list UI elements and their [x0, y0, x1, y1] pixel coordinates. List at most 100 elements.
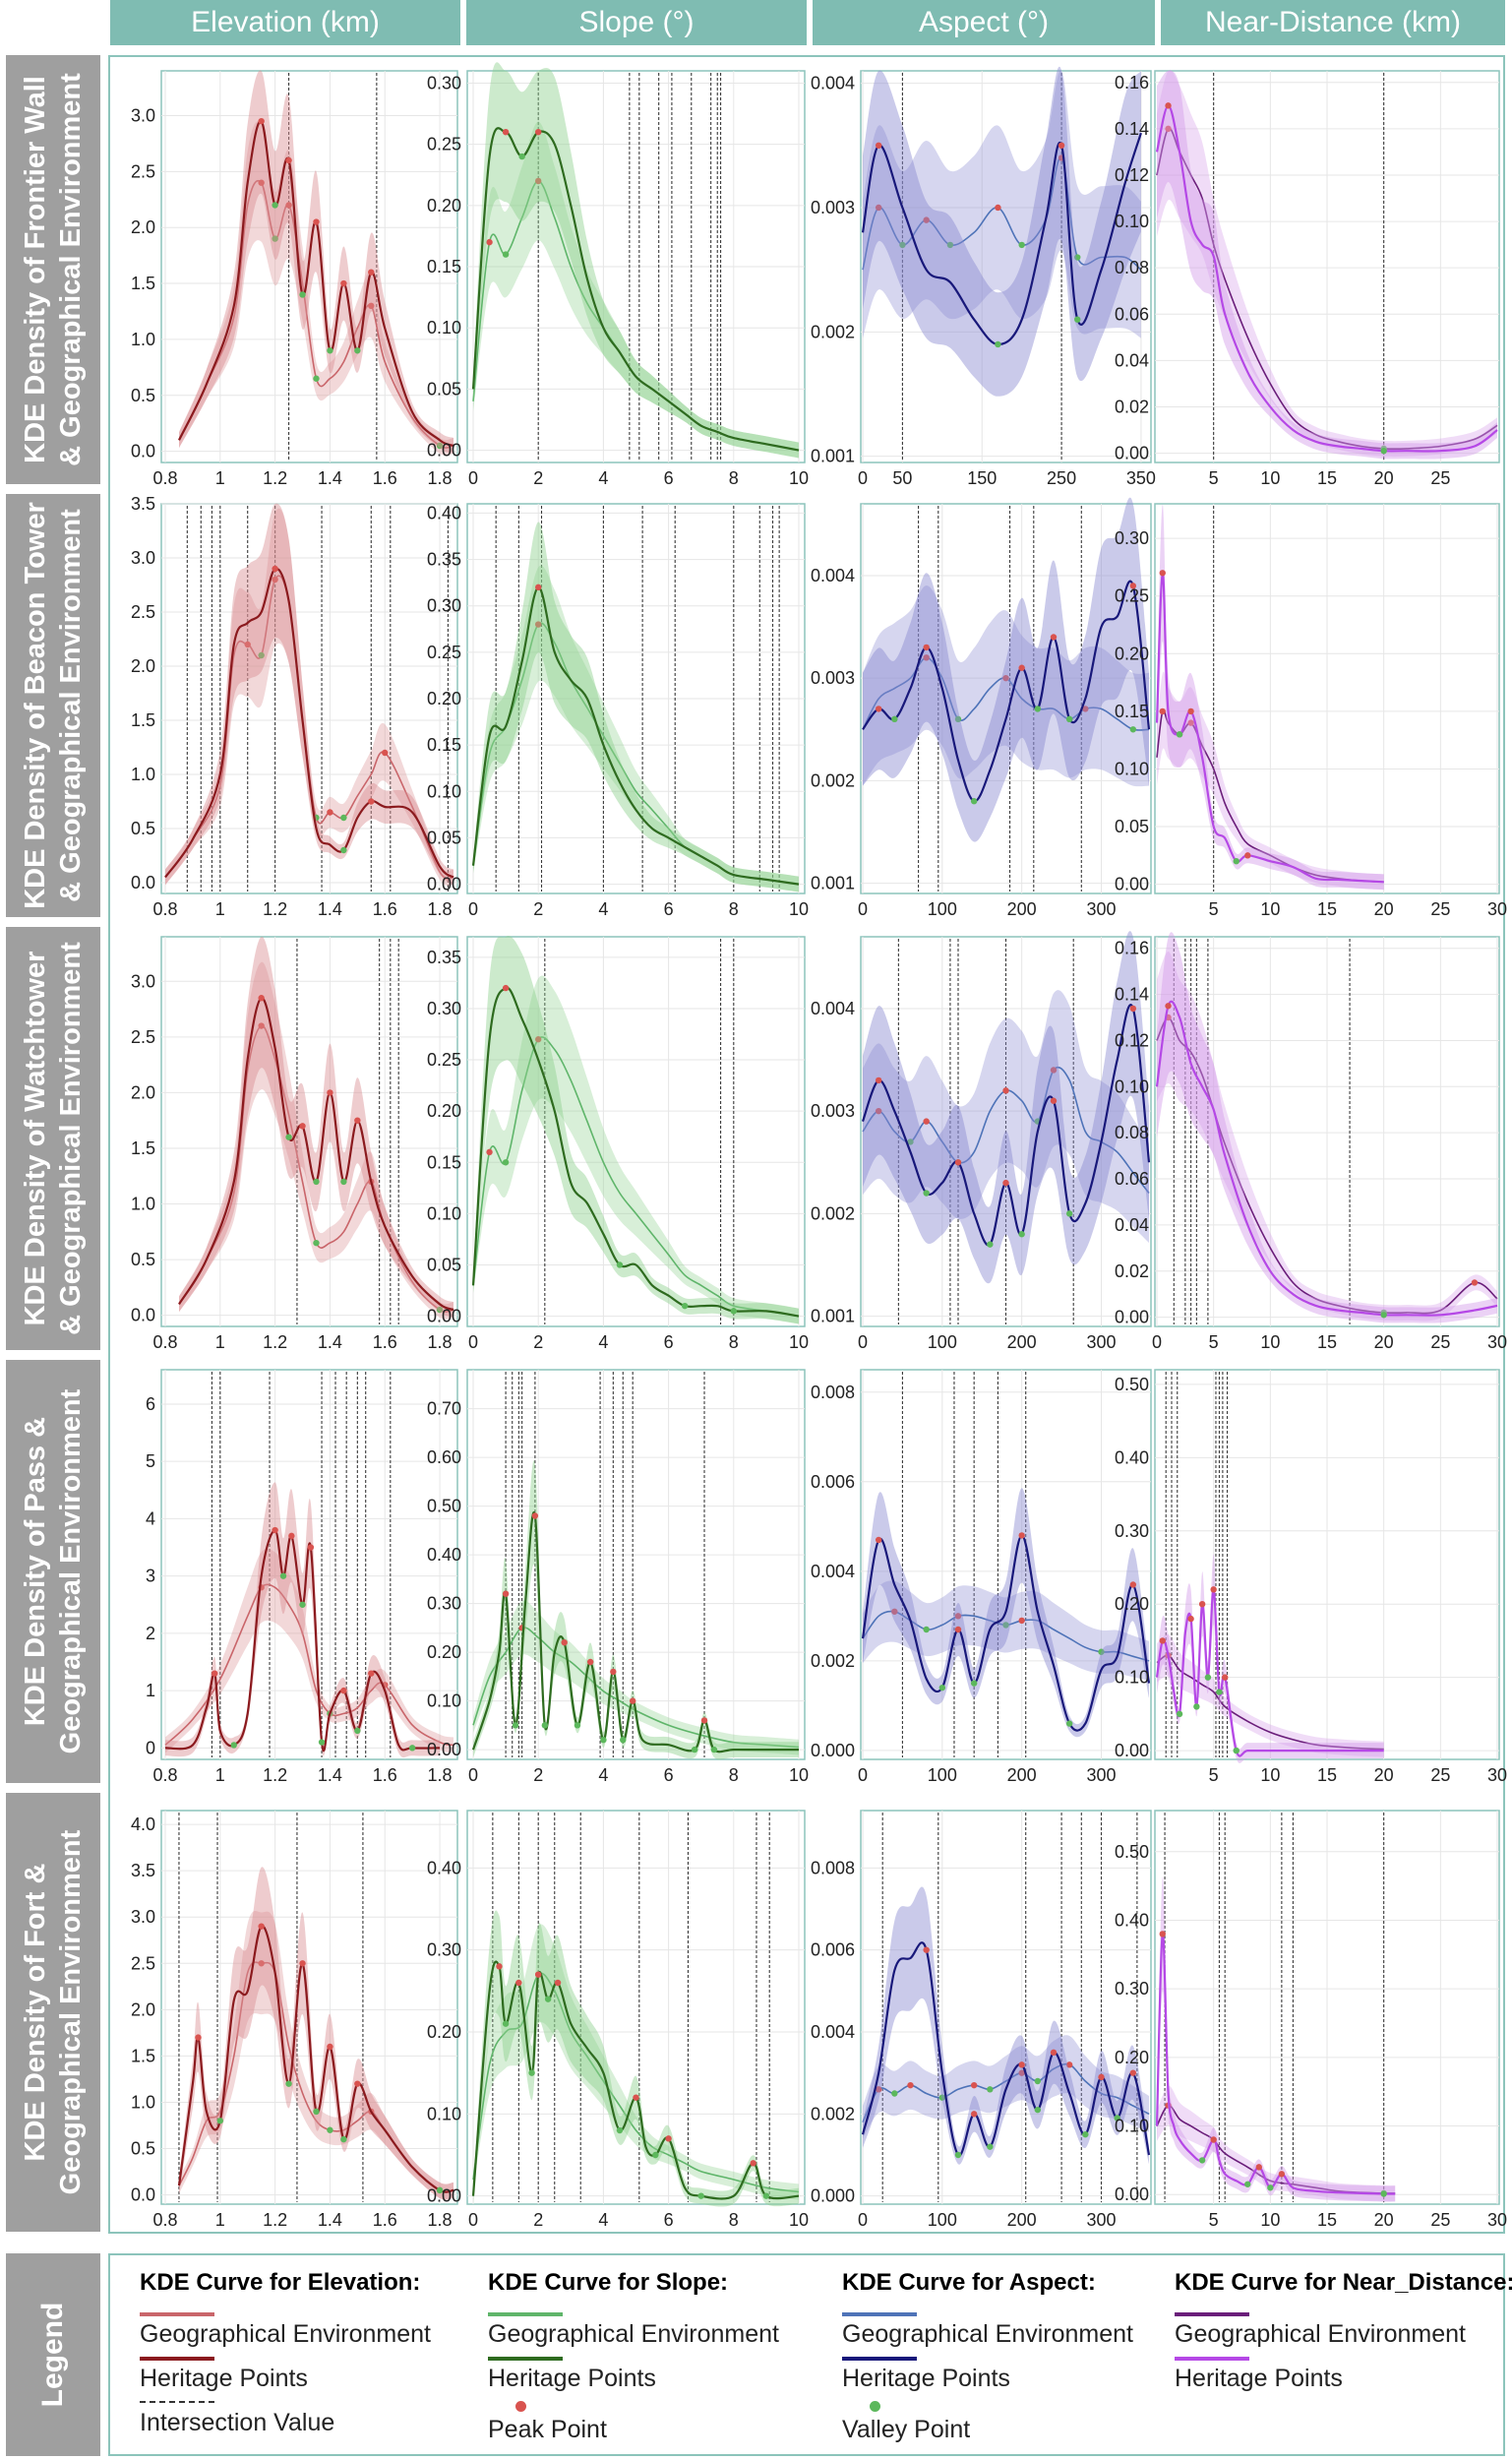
y-tick-label: 0.00 [427, 441, 461, 461]
y-tick-label: 0.20 [427, 2022, 461, 2042]
confidence-band-heritage [473, 522, 799, 892]
confidence-band-heritage [473, 62, 799, 459]
x-tick-label: 0 [858, 468, 868, 488]
y-tick-label: 0.30 [427, 596, 461, 616]
x-tick-label: 1.6 [373, 1765, 397, 1785]
x-tick-label: 50 [892, 468, 912, 488]
legend-side-label: Legend [6, 2253, 100, 2456]
peak-point [923, 1946, 930, 1953]
peak-point [1159, 1931, 1166, 1937]
peak-point [1198, 1600, 1206, 1608]
confidence-band-geo [473, 975, 799, 1324]
y-tick-label: 0.20 [1115, 644, 1149, 663]
peak-point [244, 641, 251, 648]
y-tick-label: 0.15 [1115, 702, 1149, 721]
y-tick-label: 0.00 [1115, 444, 1149, 463]
row-header-pass: KDE Density of Pass & Geographical Enviro… [6, 1360, 100, 1783]
peak-point [1210, 1586, 1217, 1593]
legend-label: Heritage Points [140, 2365, 308, 2392]
confidence-band-heritage [473, 936, 799, 1324]
x-tick-label: 300 [1086, 1765, 1116, 1785]
y-tick-label: 2.5 [131, 161, 155, 181]
confidence-band-heritage [165, 503, 454, 886]
y-tick-label: 1 [146, 1681, 155, 1700]
legend-label: Valley Point [842, 2416, 971, 2443]
valley-point [1176, 731, 1183, 738]
y-tick-label: 0.04 [1115, 1215, 1149, 1235]
y-tick-label: 0.30 [427, 1940, 461, 1960]
legend-label: Geographical Environment [488, 2320, 779, 2348]
legend-title-near-distance: KDE Curve for Near_Distance: [1175, 2269, 1512, 2296]
x-tick-label: 200 [1007, 1765, 1037, 1785]
x-tick-label: 1 [215, 2210, 225, 2230]
legend-item-slope-geo: Geographical Environment [488, 2312, 779, 2349]
peak-point [502, 984, 510, 992]
valley-point [697, 2192, 704, 2199]
y-tick-label: 0.003 [811, 198, 855, 217]
x-tick-label: 6 [664, 899, 674, 919]
legend-label: Geographical Environment [140, 2320, 431, 2348]
y-tick-label: 0.14 [1115, 119, 1149, 139]
confidence-band-geo [179, 961, 454, 1321]
chart-ps-elev: 0.8 1 1.2 1.4 1.6 1.8 0 1 2 3 4 5 6 [146, 1369, 458, 1785]
x-tick-label: 0.8 [152, 1332, 177, 1352]
valley-point [318, 1739, 326, 1746]
row-header-watchtower: KDE Density of Watchtower & Geographical … [6, 927, 100, 1350]
y-tick-label: 0.25 [1115, 586, 1149, 606]
column-header-near-distance: Near-Distance (km) [1161, 0, 1505, 45]
peak-point [258, 179, 265, 186]
peak-point [195, 2034, 202, 2041]
x-tick-label: 0 [468, 468, 478, 488]
peak-point [1129, 583, 1137, 589]
x-tick-label: 0 [468, 2210, 478, 2230]
chart-bt-slope: 0 2 4 6 8 10 0.00 0.05 0.10 0.15 0.20 0.25 0.30 0.35 0… [427, 503, 809, 919]
kde-curve-heritage [471, 1511, 799, 1753]
y-tick-label: 2.0 [131, 217, 155, 237]
peak-point [561, 1639, 568, 1646]
x-tick-label: 20 [1374, 468, 1394, 488]
y-tick-label: 2 [146, 1624, 155, 1643]
peak-point [486, 238, 493, 246]
peak-point-icon [515, 2401, 526, 2412]
valley-point [313, 1178, 320, 1186]
confidence-band-heritage [473, 1460, 799, 1760]
x-tick-label: 1.8 [428, 1332, 453, 1352]
valley-point [923, 1190, 930, 1197]
y-tick-label: 0.0 [131, 2185, 155, 2205]
x-tick-label: 25 [1430, 1332, 1450, 1352]
y-tick-label: 0.15 [427, 257, 461, 277]
y-tick-label: 0.10 [427, 1691, 461, 1711]
x-tick-label: 1 [215, 899, 225, 919]
x-tick-label: 20 [1374, 899, 1394, 919]
peak-point [1210, 2136, 1217, 2143]
x-tick-label: 1.6 [373, 1332, 397, 1352]
valley-point [1129, 726, 1137, 733]
x-tick-label: 6 [664, 2210, 674, 2230]
y-tick-label: 0.06 [1115, 1169, 1149, 1189]
x-tick-label: 100 [928, 1765, 957, 1785]
x-tick-label: 5 [1209, 2210, 1219, 2230]
peak-point [285, 156, 292, 164]
y-tick-label: 0.001 [811, 1307, 855, 1326]
kde-curve-geo [164, 1583, 454, 1747]
y-tick-label: 0.5 [131, 819, 155, 838]
y-tick-label: 0.10 [1115, 212, 1149, 231]
kde-curve-heritage [1155, 572, 1384, 884]
legend-group-elevation: KDE Curve for Elevation: Geographical En… [140, 2269, 431, 2437]
valley-point [313, 1239, 320, 1247]
peak-point [258, 1022, 265, 1029]
kde-curve-heritage [164, 567, 454, 879]
chart-ps-near: 5 10 15 20 25 30 0.00 0.10 0.20 0.30 0.40 0.50 [1115, 1369, 1507, 1785]
peak-point [340, 1687, 347, 1694]
chart-wt-slope: 0 2 4 6 8 10 0.00 0.05 0.10 0.15 0.20 0.25 0.30 0.35 [427, 936, 809, 1352]
peak-point [502, 1590, 510, 1597]
legend-item-intersection: Intersection Value [140, 2401, 431, 2437]
valley-point [574, 1722, 581, 1729]
peak-point [272, 565, 278, 573]
peak-point [1187, 719, 1194, 726]
y-tick-label: 0.12 [1115, 1030, 1149, 1050]
y-tick-label: 0.16 [1115, 939, 1149, 958]
valley-point [995, 340, 1001, 348]
legend-swatch [1175, 2357, 1249, 2361]
y-tick-label: 0.00 [1115, 2184, 1149, 2204]
